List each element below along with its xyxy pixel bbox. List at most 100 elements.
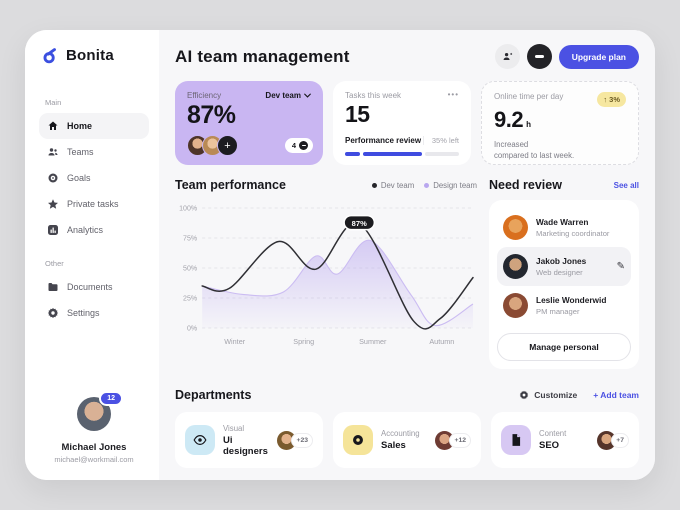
member-dot-icon [299, 141, 308, 150]
sidebar-item-label: Home [67, 121, 93, 131]
team-performance-section: Team performance Dev team Design team 10 [175, 178, 477, 384]
review-person-row[interactable]: Leslie Wonderwid PM manager [497, 286, 631, 325]
eye-icon [185, 425, 215, 455]
edit-icon[interactable]: ✎ [616, 261, 625, 272]
online-time-card: Online time per day ↑ 3% 9.2 h Increased… [481, 81, 639, 165]
sidebar-item-goals[interactable]: Goals [39, 165, 149, 191]
avatar [503, 254, 528, 279]
person-role: PM manager [536, 307, 580, 316]
sidebar-item-settings[interactable]: Settings [39, 300, 149, 326]
sidebar-item-home[interactable]: Home [39, 113, 149, 139]
chat-icon [534, 55, 544, 58]
online-value: 9.2 [494, 107, 524, 132]
svg-text:Spring: Spring [293, 337, 314, 346]
team-selector[interactable]: Dev team [265, 91, 311, 100]
dept-name: Sales [381, 440, 406, 451]
svg-text:100%: 100% [179, 206, 197, 213]
stats-row: Efficiency Dev team 87% + 4 [175, 81, 639, 165]
legend-dev-team: Dev team [371, 181, 414, 190]
manage-personal-button[interactable]: Manage personal [497, 333, 631, 361]
person-role: Web designer [536, 268, 583, 277]
review-person-row[interactable]: Jakob Jones Web designer ✎ [497, 247, 631, 286]
tasks-card: Tasks this week ••• 15 Performance revie… [333, 81, 471, 165]
avatar [503, 215, 528, 240]
need-review-section: Need review See all Wade Warren Marketin… [489, 178, 639, 384]
sidebar-item-label: Settings [67, 308, 100, 318]
home-icon [47, 120, 59, 132]
nav-section-other: Other [45, 259, 64, 268]
efficiency-card: Efficiency Dev team 87% + 4 [175, 81, 323, 165]
progress-track [425, 152, 459, 156]
user-name: Michael Jones [61, 442, 127, 453]
sidebar-item-label: Private tasks [67, 199, 119, 209]
sidebar-item-label: Documents [67, 282, 113, 292]
task-progress-bar [345, 152, 459, 156]
department-card-ui-designers[interactable]: Visual Ui designers +23 [175, 412, 323, 468]
performance-title: Team performance [175, 178, 286, 192]
dept-category: Visual [223, 423, 245, 433]
tasks-menu-button[interactable]: ••• [447, 90, 459, 99]
svg-text:Winter: Winter [224, 337, 246, 346]
target-icon [47, 172, 59, 184]
coin-icon [343, 425, 373, 455]
document-icon [501, 425, 531, 455]
add-member-button[interactable]: + [217, 135, 238, 156]
performance-chart[interactable]: 100% 75% 50% 25% 0% Winter Spring Summer Autumn 8… [175, 198, 477, 350]
logo: Bonita [39, 46, 149, 64]
online-unit: h [526, 120, 531, 129]
chevron-down-icon [304, 93, 311, 98]
sidebar-item-private-tasks[interactable]: Private tasks [39, 191, 149, 217]
bonita-logo-icon [43, 48, 56, 64]
dept-category: Content [539, 429, 567, 438]
member-count-badge: +12 [449, 432, 471, 448]
main-header: AI team management Upgrade plan [175, 44, 639, 69]
sidebar-item-documents[interactable]: Documents [39, 274, 149, 300]
department-card-seo[interactable]: Content SEO +7 [491, 412, 639, 468]
legend-dot [371, 182, 377, 188]
department-card-sales[interactable]: Accounting Sales +12 [333, 412, 481, 468]
departments-title: Departments [175, 388, 252, 402]
person-name: Leslie Wonderwid [536, 295, 607, 305]
upgrade-plan-button[interactable]: Upgrade plan [558, 44, 639, 69]
person-add-icon [502, 51, 513, 62]
user-email: michael@workmail.com [54, 455, 134, 464]
sidebar-user[interactable]: 12 Michael Jones michael@workmail.com [39, 391, 149, 466]
chart-icon [47, 224, 59, 236]
sidebar-item-analytics[interactable]: Analytics [39, 217, 149, 243]
online-label: Online time per day [494, 92, 564, 101]
star-icon [47, 198, 59, 210]
sidebar-item-teams[interactable]: Teams [39, 139, 149, 165]
efficiency-label: Efficiency [187, 91, 222, 100]
svg-text:25%: 25% [183, 296, 197, 303]
svg-text:50%: 50% [183, 266, 197, 273]
chart-legend: Dev team Design team [371, 181, 477, 190]
nav-section-main: Main [45, 98, 62, 107]
customize-button[interactable]: Customize [519, 390, 577, 400]
add-team-link[interactable]: + Add team [593, 390, 639, 400]
online-note: Increased compared to last week. [494, 140, 575, 160]
dept-name: Ui designers [223, 434, 268, 457]
svg-text:87%: 87% [352, 219, 367, 228]
sidebar: Bonita Main Home Teams Goals Private tas… [25, 30, 159, 480]
folder-icon [47, 281, 59, 293]
person-role: Marketing coordinator [536, 229, 610, 238]
dept-name: SEO [539, 440, 560, 451]
gear-icon [520, 390, 529, 400]
users-icon [47, 146, 59, 158]
extra-members-pill[interactable]: 4 [284, 138, 313, 153]
notification-badge: 12 [99, 391, 123, 406]
legend-design-team: Design team [424, 181, 477, 190]
efficiency-value: 87% [187, 101, 236, 129]
review-title: Need review [489, 178, 562, 192]
see-all-link[interactable]: See all [613, 180, 639, 190]
svg-text:0%: 0% [187, 326, 197, 333]
person-name: Wade Warren [536, 217, 589, 227]
review-card: Wade Warren Marketing coordinator Jakob … [489, 200, 639, 369]
svg-text:Autumn: Autumn [429, 337, 454, 346]
svg-text:Summer: Summer [359, 337, 387, 346]
person-name: Jakob Jones [536, 256, 587, 266]
chat-button[interactable] [526, 44, 552, 69]
add-person-button[interactable] [494, 44, 520, 69]
review-person-row[interactable]: Wade Warren Marketing coordinator [497, 208, 631, 247]
task-name: Performance review [345, 136, 422, 145]
